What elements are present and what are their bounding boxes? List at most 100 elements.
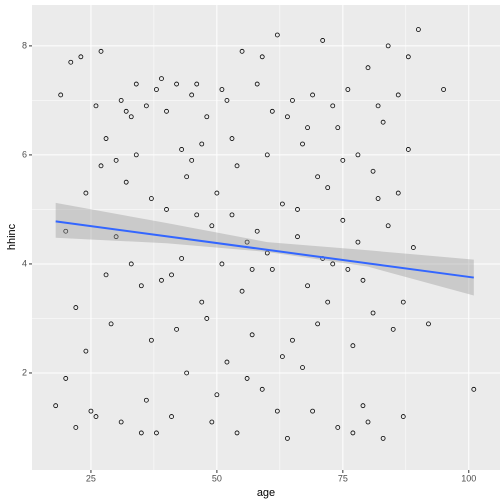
point xyxy=(380,119,386,125)
point xyxy=(325,299,331,305)
point xyxy=(239,48,245,54)
point xyxy=(264,152,270,158)
x-tick-label: 50 xyxy=(212,473,222,483)
point xyxy=(159,277,164,283)
point xyxy=(269,266,275,272)
point xyxy=(214,190,220,196)
point xyxy=(315,174,321,180)
point xyxy=(274,32,280,38)
point xyxy=(98,163,104,169)
point xyxy=(254,228,260,234)
point xyxy=(234,163,240,169)
point xyxy=(279,354,285,360)
point xyxy=(93,414,99,419)
point xyxy=(395,92,401,98)
point xyxy=(164,207,169,212)
point xyxy=(355,239,361,245)
point xyxy=(345,266,351,272)
point xyxy=(335,125,341,131)
point xyxy=(315,321,321,327)
point xyxy=(290,337,295,343)
point xyxy=(118,97,124,103)
point xyxy=(375,196,381,201)
point xyxy=(471,386,477,392)
point xyxy=(138,283,144,289)
point xyxy=(113,157,119,163)
point xyxy=(78,54,84,60)
point xyxy=(184,370,190,376)
point xyxy=(63,376,69,381)
point xyxy=(340,217,346,223)
point xyxy=(204,316,210,321)
point xyxy=(410,245,416,250)
point xyxy=(244,239,250,245)
point xyxy=(83,190,89,196)
point xyxy=(189,157,195,163)
point xyxy=(148,337,154,343)
point xyxy=(426,321,431,327)
point xyxy=(295,234,300,240)
point xyxy=(184,174,190,180)
point xyxy=(370,310,376,316)
point xyxy=(53,403,59,409)
point xyxy=(310,408,315,414)
point xyxy=(83,348,89,354)
point xyxy=(300,141,305,147)
fit-line xyxy=(55,220,474,279)
x-tick-label: 100 xyxy=(461,473,476,483)
point xyxy=(113,234,119,240)
x-tick-label: 75 xyxy=(338,473,348,483)
point xyxy=(305,283,310,289)
x-axis-label: age xyxy=(257,487,275,499)
point xyxy=(441,87,446,92)
point xyxy=(174,81,179,87)
point xyxy=(400,299,406,305)
point xyxy=(169,414,174,419)
point xyxy=(330,103,336,109)
y-tick-label: 2 xyxy=(22,367,27,377)
point xyxy=(154,87,159,92)
point xyxy=(219,87,225,92)
point xyxy=(264,250,270,256)
point xyxy=(400,414,406,419)
point xyxy=(159,76,164,81)
point xyxy=(229,136,235,141)
point xyxy=(405,54,411,60)
point xyxy=(143,103,149,109)
point xyxy=(103,272,109,278)
point xyxy=(269,108,275,114)
marks xyxy=(53,27,477,441)
point xyxy=(209,223,215,229)
y-tick-label: 8 xyxy=(22,40,27,50)
point xyxy=(330,261,336,267)
point xyxy=(244,376,250,381)
x-tick-label: 25 xyxy=(86,473,96,483)
point xyxy=(143,397,149,403)
point xyxy=(68,59,74,65)
point xyxy=(103,136,109,141)
y-tick-label: 4 xyxy=(22,258,27,268)
point xyxy=(189,92,195,98)
point xyxy=(234,430,240,436)
point xyxy=(405,147,411,152)
point xyxy=(375,103,381,109)
point xyxy=(214,392,220,398)
point xyxy=(370,168,376,174)
point xyxy=(93,103,99,109)
point xyxy=(320,38,326,43)
point xyxy=(73,425,79,430)
point xyxy=(133,81,139,87)
point xyxy=(169,272,174,278)
point xyxy=(325,185,331,191)
point xyxy=(179,256,185,261)
point xyxy=(199,299,205,305)
point xyxy=(380,435,386,441)
y-axis-label: hhinc xyxy=(6,223,18,250)
point xyxy=(305,125,310,131)
point xyxy=(249,332,255,338)
point xyxy=(390,326,396,332)
point xyxy=(154,430,159,436)
point xyxy=(128,261,134,267)
